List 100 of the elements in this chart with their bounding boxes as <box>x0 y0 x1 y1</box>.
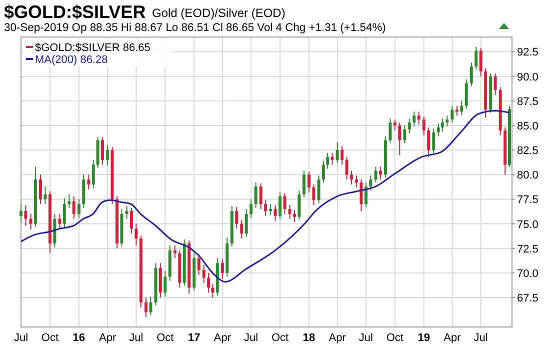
x-tick-label: Oct <box>156 332 174 344</box>
candlestick <box>479 47 482 77</box>
x-tick-label: 17 <box>188 332 200 344</box>
chart-title: $GOLD:$SILVER <box>4 2 146 22</box>
candlestick <box>355 175 358 188</box>
candlestick <box>330 152 334 166</box>
y-tick-label: 72.5 <box>517 243 538 256</box>
candlestick <box>144 297 148 318</box>
text: 30-Sep-2019 Op 88.35 Hi 88.67 Lo 86.51 Cl 86.65 Vol 4 Chg +1.31 (+1.54%) <box>4 22 386 34</box>
y-tick-label: 85.0 <box>517 120 538 132</box>
x-tick-label: Jul <box>244 332 258 344</box>
candlestick <box>364 182 368 208</box>
candlestick <box>293 210 296 222</box>
candlestick <box>474 46 478 70</box>
candlestick <box>58 213 62 230</box>
y-tick-label: 90.0 <box>517 71 538 84</box>
candlestick <box>44 186 47 205</box>
candlestick <box>197 254 200 276</box>
candlestick <box>254 182 258 209</box>
candlestick <box>455 105 458 116</box>
candlestick <box>340 146 344 166</box>
y-tick-label: 80.0 <box>517 170 538 182</box>
candlestick <box>72 196 76 220</box>
candlestick <box>360 179 363 212</box>
x-tick-label: Oct <box>386 332 404 344</box>
candlestick <box>450 105 454 124</box>
chart-subtitle: Gold (EOD)/Silver (EOD) <box>152 6 286 20</box>
legend-label: MA(200) 86.28 <box>35 54 108 66</box>
x-tick-label: Jul <box>14 332 28 344</box>
y-tick-label: 67.5 <box>517 292 538 305</box>
x-tick-label: Apr <box>98 332 116 344</box>
candlestick <box>207 272 210 294</box>
candlestick <box>101 136 104 166</box>
candlestick <box>20 204 22 222</box>
line-series <box>20 110 510 283</box>
candlestick <box>283 192 286 214</box>
candlestick <box>259 182 262 210</box>
candlestick <box>39 174 42 205</box>
candlestick <box>29 213 32 230</box>
candlestick <box>464 78 468 110</box>
candlestick <box>336 142 339 164</box>
y-tick-label: 70.0 <box>517 268 538 280</box>
x-tick-label: Jul <box>129 332 144 344</box>
candlestick <box>92 159 95 189</box>
candlestick <box>62 198 66 228</box>
candlestick <box>264 200 268 216</box>
candlestick <box>164 270 167 298</box>
candlestick <box>408 118 411 134</box>
candlestick <box>211 283 214 298</box>
x-tick-label: 16 <box>72 332 86 344</box>
legend-label: $GOLD:$SILVER 86.65 <box>35 42 150 54</box>
candlestick <box>125 206 128 220</box>
candlestick <box>244 208 248 238</box>
candlestick <box>24 204 28 226</box>
x-tick-label: Oct <box>271 332 289 344</box>
candlestick <box>269 204 272 216</box>
candlestick <box>422 116 426 136</box>
candlestick <box>460 100 464 116</box>
candlestick <box>398 122 402 156</box>
candlestick <box>369 175 372 191</box>
candlestick <box>317 175 320 204</box>
candlestick <box>250 198 253 218</box>
candlestick <box>288 204 292 220</box>
candlestick <box>173 244 176 259</box>
candlestick <box>134 223 138 246</box>
candlestick <box>436 123 440 137</box>
candlestick <box>130 208 133 234</box>
y-tick-label: 75.0 <box>517 218 538 231</box>
candlestick <box>350 170 353 185</box>
candlestick <box>274 204 277 222</box>
x-tick-label: Jul <box>474 332 488 344</box>
x-tick-label: Apr <box>214 332 232 344</box>
y-tick-label: 77.5 <box>517 194 538 206</box>
candlestick <box>87 174 90 190</box>
x-tick-label: 19 <box>418 332 430 344</box>
candlestick <box>240 219 244 240</box>
x-tick-label: Apr <box>328 332 346 344</box>
y-tick-label: 82.5 <box>517 145 538 158</box>
y-tick-label: 87.5 <box>517 96 538 108</box>
y-tick-label: 92.5 <box>517 46 538 59</box>
candlestick <box>412 111 416 127</box>
candlestick <box>302 170 306 198</box>
candlestick <box>388 118 392 144</box>
candlestick <box>440 118 444 132</box>
candlestick <box>432 128 436 154</box>
candlestick <box>106 144 110 166</box>
candlestick <box>446 115 449 127</box>
candlestick <box>278 192 282 220</box>
candlestick <box>403 124 406 144</box>
candlestick <box>470 62 473 87</box>
candlestick <box>345 156 348 180</box>
x-tick-label: Jul <box>358 332 373 344</box>
candlestick <box>307 171 310 193</box>
candlestick <box>326 152 330 170</box>
candlestick <box>378 166 382 180</box>
candlestick <box>494 72 497 96</box>
candlestick <box>298 190 301 220</box>
candlestick <box>312 184 316 206</box>
candlestick <box>149 296 152 316</box>
candlestick <box>202 264 206 284</box>
